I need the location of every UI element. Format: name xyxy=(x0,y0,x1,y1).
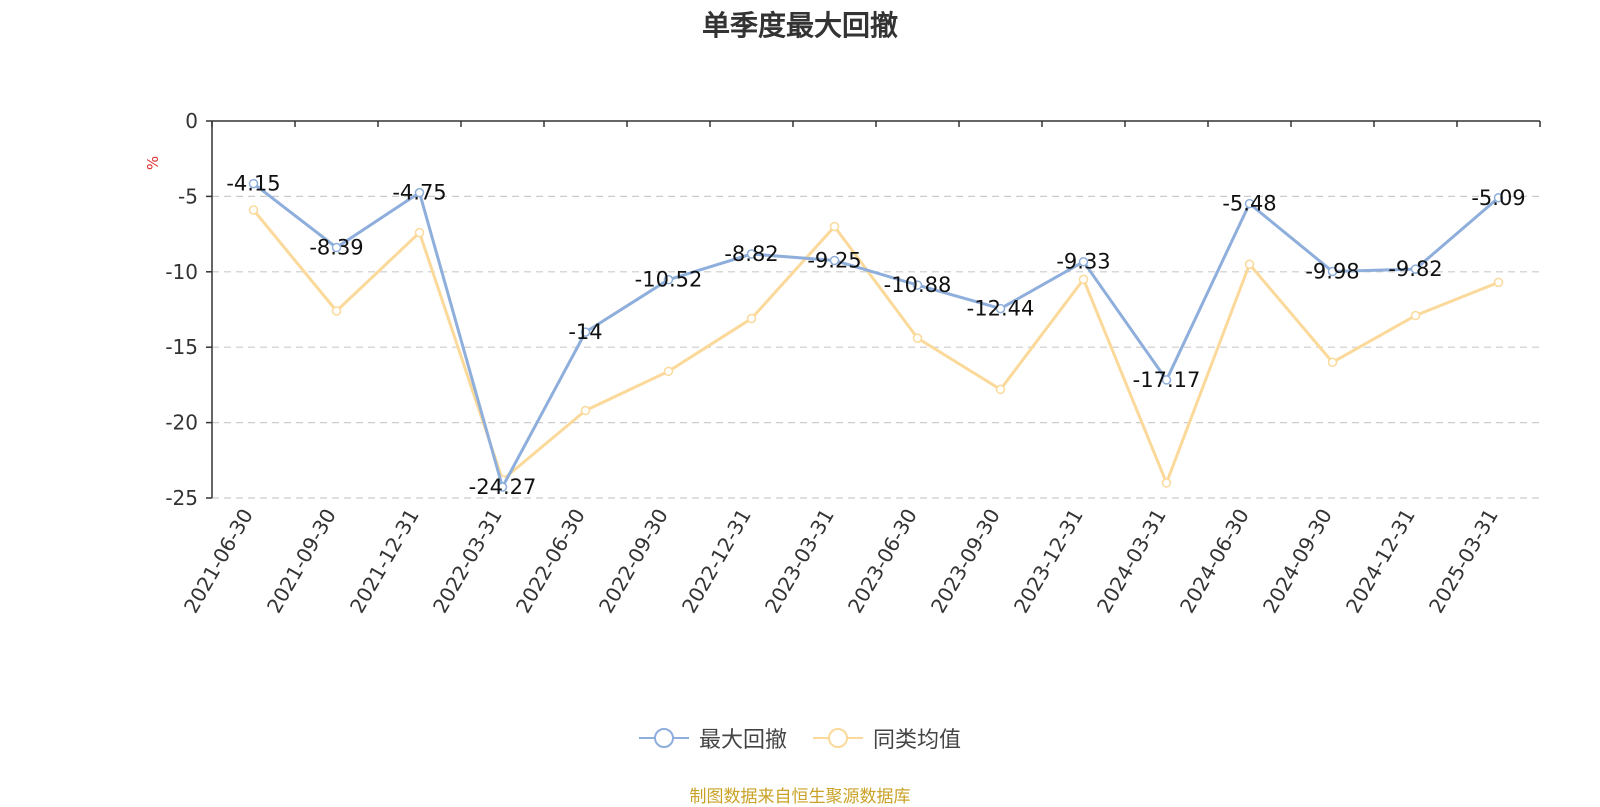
data-point xyxy=(1410,310,1421,321)
y-tick-label: -10 xyxy=(165,260,198,284)
data-point xyxy=(580,327,591,337)
data-point xyxy=(912,333,923,343)
data-point xyxy=(746,249,757,259)
y-axis-unit-label: % xyxy=(144,156,162,170)
series-line xyxy=(252,182,1500,489)
x-tick-label: 2021-06-30 xyxy=(179,505,258,618)
data-point xyxy=(497,482,508,492)
data-point xyxy=(829,221,840,232)
data-label: -9.98 xyxy=(1305,259,1359,283)
data-label: -5.09 xyxy=(1471,186,1525,210)
data-label: -14 xyxy=(568,320,602,344)
legend-item-series-1[interactable]: 最大回撤 xyxy=(638,722,787,754)
data-label: -4.15 xyxy=(226,172,280,196)
data-point xyxy=(1161,375,1172,385)
x-tick-label: 2024-12-31 xyxy=(1341,505,1420,618)
data-label: -10.52 xyxy=(635,268,703,292)
data-point xyxy=(1327,357,1338,368)
data-label: -10.88 xyxy=(884,273,952,297)
data-label: -9.33 xyxy=(1056,250,1110,274)
data-label: -4.75 xyxy=(392,181,446,205)
data-label: -8.39 xyxy=(309,236,363,260)
chart-title: 单季度最大回撤 xyxy=(701,9,898,42)
data-point xyxy=(248,205,259,215)
data-point xyxy=(746,313,757,324)
legend: 最大回撤 同类均值 xyxy=(0,722,1600,754)
x-tick-label: 2025-03-31 xyxy=(1424,505,1503,618)
data-label: -9.25 xyxy=(807,248,861,272)
series-line xyxy=(252,209,1500,485)
data-point xyxy=(1078,274,1089,285)
legend-marker-yellow-icon xyxy=(813,728,863,748)
data-point xyxy=(580,405,591,416)
data-label: -24.27 xyxy=(469,475,537,499)
x-tick-label: 2022-12-31 xyxy=(677,505,756,618)
data-point xyxy=(414,227,425,238)
x-tick-label: 2022-09-30 xyxy=(594,505,673,618)
data-label: -9.82 xyxy=(1388,257,1442,281)
legend-item-series-2[interactable]: 同类均值 xyxy=(813,722,961,754)
x-tick-label: 2021-12-31 xyxy=(345,505,424,618)
x-tick-label: 2023-06-30 xyxy=(843,505,922,618)
y-tick-label: -20 xyxy=(165,411,198,435)
data-point xyxy=(829,255,840,266)
data-point xyxy=(1161,478,1172,488)
legend-marker-blue-icon xyxy=(638,728,689,748)
y-tick-label: -5 xyxy=(178,184,198,208)
data-point xyxy=(1327,266,1338,277)
data-label: -12.44 xyxy=(967,297,1035,321)
data-point xyxy=(995,384,1006,395)
data-label: -5.48 xyxy=(1222,192,1276,216)
data-point xyxy=(331,242,342,253)
legend-label-series-2: 同类均值 xyxy=(873,728,962,753)
x-tick-label: 2024-09-30 xyxy=(1258,505,1337,618)
data-point xyxy=(912,280,923,290)
x-tick-label: 2021-09-30 xyxy=(262,505,341,618)
data-point xyxy=(1244,198,1255,209)
data-point xyxy=(248,178,259,189)
data-label: -17.17 xyxy=(1133,368,1201,392)
data-point xyxy=(331,306,342,316)
legend-label-series-1: 最大回撤 xyxy=(698,728,787,753)
y-tick-label: -25 xyxy=(165,486,198,510)
data-point xyxy=(663,366,674,377)
y-tick-label: 0 xyxy=(185,109,198,133)
data-labels: -4.15 -8.39 -4.75 -24.27 -14 -10.52 -8.82 -9.25… xyxy=(226,172,1525,499)
series-lines xyxy=(248,178,1504,492)
data-point xyxy=(995,303,1006,314)
data-point xyxy=(1078,256,1089,267)
data-label: -8.82 xyxy=(724,242,778,266)
x-tick-label: 2023-09-30 xyxy=(926,505,1005,618)
x-tick-label: 2024-06-30 xyxy=(1175,505,1254,618)
x-tick-label: 2022-06-30 xyxy=(511,505,590,618)
y-tick-label: -15 xyxy=(165,335,198,359)
x-tick-label: 2023-03-31 xyxy=(760,505,839,618)
data-point xyxy=(1493,277,1504,288)
x-tick-label: 2023-12-31 xyxy=(1009,505,1088,618)
x-tick-label: 2022-03-31 xyxy=(428,505,507,618)
data-point xyxy=(414,187,425,198)
data-point xyxy=(1244,259,1255,270)
data-point xyxy=(1493,193,1504,203)
data-point xyxy=(1410,264,1421,274)
source-note: 制图数据来自恒生聚源数据库 xyxy=(689,787,911,807)
x-tick-label: 2024-03-31 xyxy=(1092,505,1171,618)
data-point xyxy=(663,274,674,285)
